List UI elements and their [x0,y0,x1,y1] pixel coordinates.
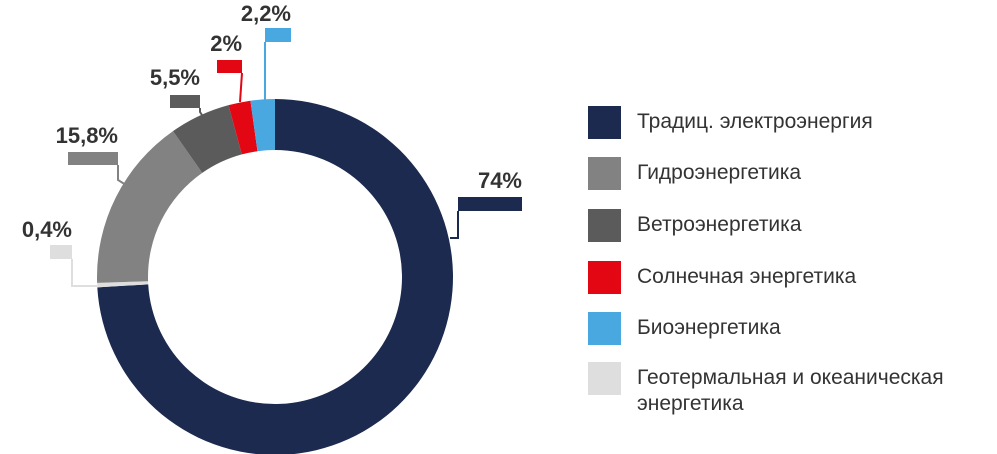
legend-item: Солнечная энергетика [588,261,992,294]
donut-slice [97,281,149,288]
legend-item: Биоэнергетика [588,312,992,345]
value-label: 74% [478,168,522,193]
value-label: 5,5% [150,65,200,90]
legend-item: Геотермальная и океаническая энергетика [588,362,992,417]
callout-tag [50,245,72,259]
legend-swatch [588,157,621,190]
legend-label: Геотермальная и океаническая энергетика [637,366,944,415]
callout-tag [170,95,200,108]
value-label: 0,4% [22,217,72,242]
donut-slice [250,99,275,152]
legend-item: Традиц. электроэнергия [588,106,992,139]
donut-slice [173,105,242,173]
leader-line [239,72,243,103]
legend-swatch [588,362,621,395]
leader-line [117,165,127,186]
legend-swatch [588,209,621,242]
callout-tag [217,60,242,73]
donut-slice [97,131,203,283]
callout-tag [265,28,291,42]
legend-item: Ветроэнергетика [588,209,992,242]
leader-line [71,259,97,287]
legend-label: Гидроэнергетика [637,161,802,184]
value-label: 2% [210,31,242,56]
legend-swatch [588,312,621,345]
legend-label: Биоэнергетика [637,316,781,339]
legend-item: Гидроэнергетика [588,157,992,190]
legend-swatch [588,261,621,294]
legend-label: Солнечная энергетика [637,265,857,288]
legend-label: Ветроэнергетика [637,213,802,236]
legend-label: Традиц. электроэнергия [637,110,873,133]
leader-line [450,211,459,239]
callout-tag [458,197,522,211]
callout-tag [68,152,118,165]
leader-line [199,108,205,119]
legend-swatch [588,106,621,139]
donut-slice [228,100,258,155]
value-label: 15,8% [56,123,118,148]
value-label: 2,2% [241,1,291,26]
